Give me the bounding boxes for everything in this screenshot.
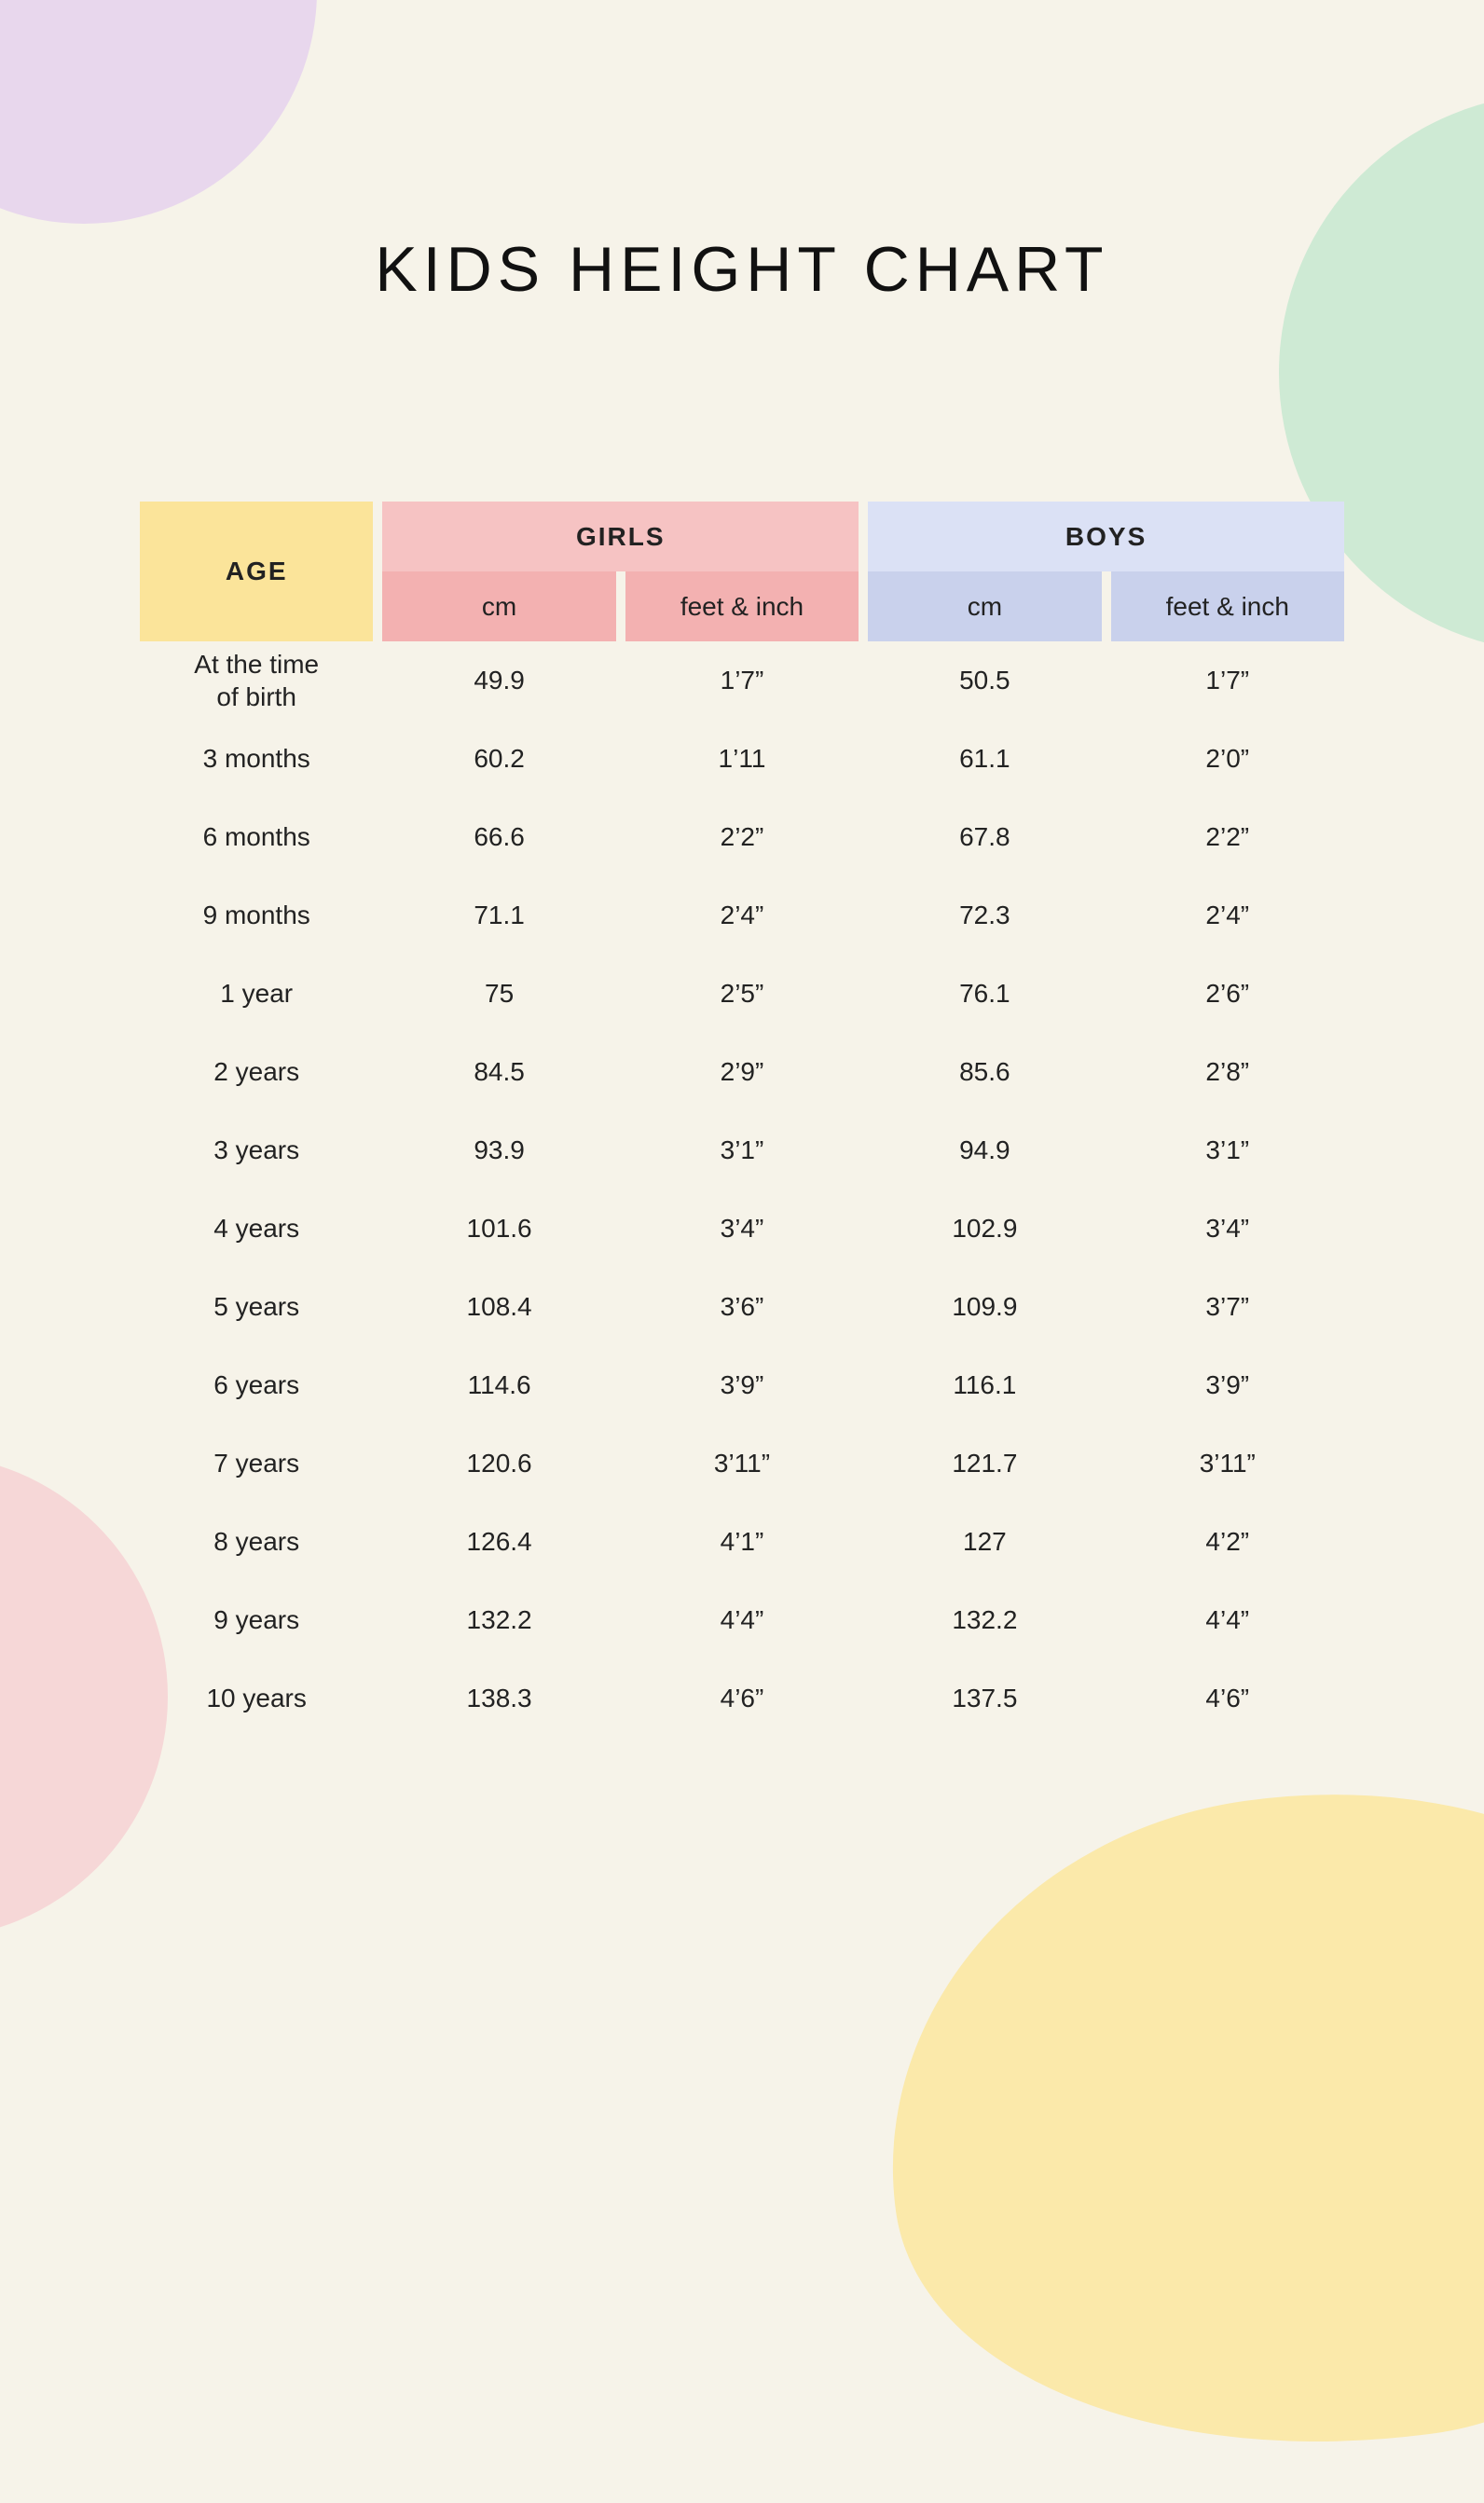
cell-girls-ft: 1’11: [625, 720, 859, 798]
table-row: 9 months71.12’4”72.32’4”: [140, 876, 1344, 955]
cell-girls-ft: 2’4”: [625, 876, 859, 955]
cell-girls-cm: 60.2: [382, 720, 615, 798]
cell-age: 3 years: [140, 1111, 373, 1190]
cell-girls-cm: 84.5: [382, 1033, 615, 1111]
cell-boys-ft: 4’4”: [1111, 1581, 1344, 1659]
height-table-body: At the timeof birth49.91’7”50.51’7”3 mon…: [140, 641, 1344, 1738]
cell-boys-cm: 76.1: [868, 955, 1101, 1033]
table-row: 6 months66.62’2”67.82’2”: [140, 798, 1344, 876]
cell-boys-cm: 94.9: [868, 1111, 1101, 1190]
cell-girls-ft: 4’4”: [625, 1581, 859, 1659]
cell-girls-ft: 2’2”: [625, 798, 859, 876]
cell-age: 8 years: [140, 1503, 373, 1581]
cell-boys-ft: 3’7”: [1111, 1268, 1344, 1346]
cell-girls-ft: 1’7”: [625, 641, 859, 720]
table-row: 9 years132.24’4”132.24’4”: [140, 1581, 1344, 1659]
cell-boys-ft: 4’6”: [1111, 1659, 1344, 1738]
cell-boys-cm: 72.3: [868, 876, 1101, 955]
cell-age: 5 years: [140, 1268, 373, 1346]
cell-girls-ft: 3’4”: [625, 1190, 859, 1268]
cell-girls-ft: 3’6”: [625, 1268, 859, 1346]
table-row: 5 years108.43’6”109.93’7”: [140, 1268, 1344, 1346]
cell-boys-ft: 3’4”: [1111, 1190, 1344, 1268]
table-row: At the timeof birth49.91’7”50.51’7”: [140, 641, 1344, 720]
cell-boys-cm: 67.8: [868, 798, 1101, 876]
cell-boys-cm: 85.6: [868, 1033, 1101, 1111]
cell-age: 10 years: [140, 1659, 373, 1738]
cell-girls-cm: 126.4: [382, 1503, 615, 1581]
height-table: AGE GIRLS BOYS cm feet & inch cm feet & …: [131, 502, 1353, 1738]
table-row: 6 years114.63’9”116.13’9”: [140, 1346, 1344, 1424]
page-content: KIDS HEIGHT CHART AGE GIRLS BOYS cm feet…: [0, 0, 1484, 1738]
cell-boys-ft: 2’0”: [1111, 720, 1344, 798]
cell-girls-cm: 108.4: [382, 1268, 615, 1346]
cell-girls-ft: 3’1”: [625, 1111, 859, 1190]
table-row: 4 years101.63’4”102.93’4”: [140, 1190, 1344, 1268]
col-header-boys-ft: feet & inch: [1111, 571, 1344, 641]
col-header-girls: GIRLS: [382, 502, 859, 571]
table-row: 10 years138.34’6”137.54’6”: [140, 1659, 1344, 1738]
cell-boys-ft: 2’4”: [1111, 876, 1344, 955]
cell-girls-cm: 132.2: [382, 1581, 615, 1659]
col-header-age: AGE: [140, 502, 373, 641]
table-row: 8 years126.44’1”1274’2”: [140, 1503, 1344, 1581]
cell-boys-ft: 3’1”: [1111, 1111, 1344, 1190]
col-header-girls-ft: feet & inch: [625, 571, 859, 641]
cell-girls-cm: 120.6: [382, 1424, 615, 1503]
col-header-boys: BOYS: [868, 502, 1344, 571]
table-row: 1 year752’5”76.12’6”: [140, 955, 1344, 1033]
cell-boys-cm: 50.5: [868, 641, 1101, 720]
cell-age: 7 years: [140, 1424, 373, 1503]
decorative-blob-bottom-right: [846, 1740, 1484, 2503]
cell-boys-cm: 137.5: [868, 1659, 1101, 1738]
cell-boys-ft: 2’6”: [1111, 955, 1344, 1033]
table-row: 3 years93.93’1”94.93’1”: [140, 1111, 1344, 1190]
cell-girls-cm: 138.3: [382, 1659, 615, 1738]
cell-girls-ft: 4’6”: [625, 1659, 859, 1738]
cell-age: At the timeof birth: [140, 641, 373, 720]
cell-age: 2 years: [140, 1033, 373, 1111]
cell-age: 6 months: [140, 798, 373, 876]
cell-boys-ft: 3’11”: [1111, 1424, 1344, 1503]
cell-boys-cm: 61.1: [868, 720, 1101, 798]
cell-boys-cm: 116.1: [868, 1346, 1101, 1424]
cell-boys-ft: 4’2”: [1111, 1503, 1344, 1581]
cell-girls-ft: 2’9”: [625, 1033, 859, 1111]
cell-girls-cm: 75: [382, 955, 615, 1033]
cell-boys-ft: 2’2”: [1111, 798, 1344, 876]
cell-boys-cm: 121.7: [868, 1424, 1101, 1503]
cell-boys-cm: 109.9: [868, 1268, 1101, 1346]
cell-age: 4 years: [140, 1190, 373, 1268]
cell-girls-cm: 93.9: [382, 1111, 615, 1190]
cell-age: 3 months: [140, 720, 373, 798]
cell-boys-ft: 2’8”: [1111, 1033, 1344, 1111]
cell-age: 9 years: [140, 1581, 373, 1659]
cell-boys-cm: 102.9: [868, 1190, 1101, 1268]
cell-girls-cm: 71.1: [382, 876, 615, 955]
cell-girls-ft: 3’9”: [625, 1346, 859, 1424]
cell-boys-cm: 127: [868, 1503, 1101, 1581]
cell-age: 6 years: [140, 1346, 373, 1424]
cell-girls-ft: 3’11”: [625, 1424, 859, 1503]
cell-age: 1 year: [140, 955, 373, 1033]
table-row: 7 years120.63’11”121.73’11”: [140, 1424, 1344, 1503]
cell-boys-cm: 132.2: [868, 1581, 1101, 1659]
col-header-girls-cm: cm: [382, 571, 615, 641]
col-header-boys-cm: cm: [868, 571, 1101, 641]
cell-girls-cm: 114.6: [382, 1346, 615, 1424]
cell-girls-ft: 2’5”: [625, 955, 859, 1033]
cell-girls-ft: 4’1”: [625, 1503, 859, 1581]
cell-girls-cm: 66.6: [382, 798, 615, 876]
page-title: KIDS HEIGHT CHART: [131, 233, 1353, 306]
cell-boys-ft: 1’7”: [1111, 641, 1344, 720]
cell-boys-ft: 3’9”: [1111, 1346, 1344, 1424]
cell-girls-cm: 101.6: [382, 1190, 615, 1268]
cell-girls-cm: 49.9: [382, 641, 615, 720]
table-row: 2 years84.52’9”85.62’8”: [140, 1033, 1344, 1111]
cell-age: 9 months: [140, 876, 373, 955]
table-row: 3 months60.21’1161.12’0”: [140, 720, 1344, 798]
